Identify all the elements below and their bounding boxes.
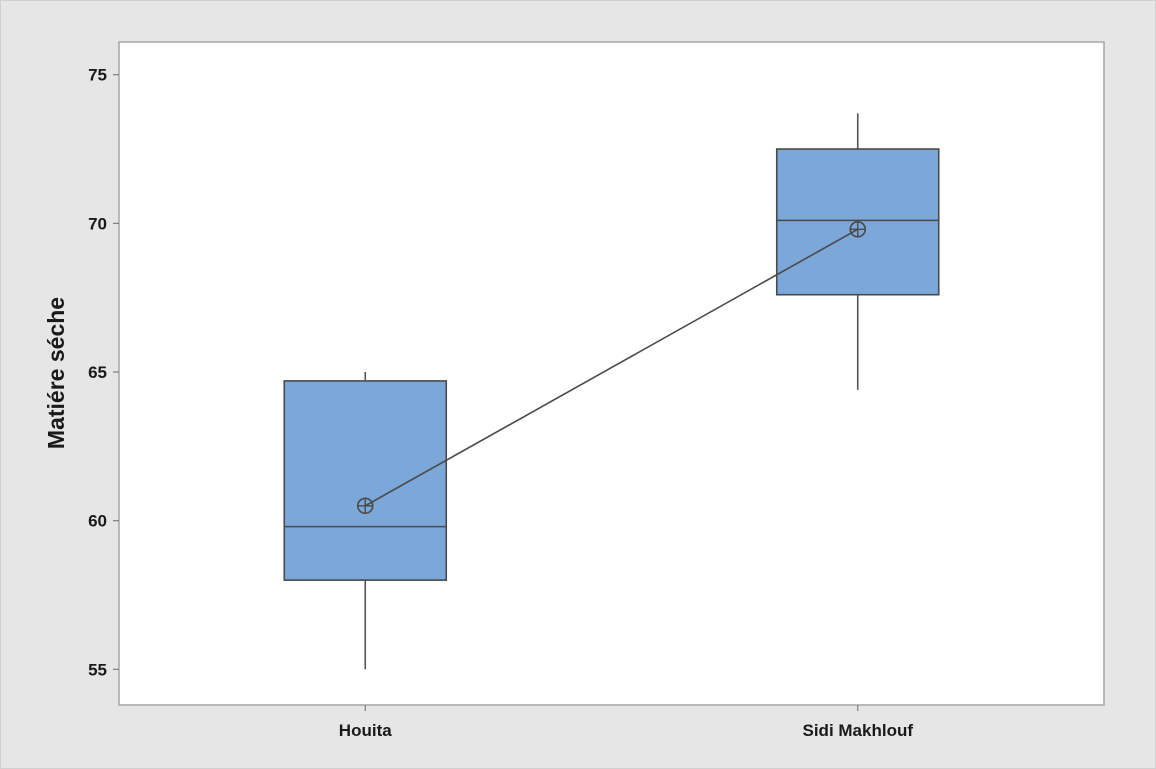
x-axis: Houita Sidi Makhlouf	[339, 705, 914, 740]
y-tick-label: 65	[88, 363, 107, 382]
y-tick-label: 55	[88, 660, 107, 679]
y-tick-label: 75	[88, 66, 107, 85]
plot-area	[118, 41, 1105, 706]
x-tick-label: Houita	[339, 721, 392, 740]
mean-connect-line	[364, 228, 859, 507]
mean-connect-line-group	[356, 221, 867, 515]
y-tick-label: 60	[88, 512, 107, 531]
y-axis-title: Matiére séche	[43, 297, 69, 449]
x-tick-label: Sidi Makhlouf	[803, 721, 914, 740]
mean-symbol	[849, 221, 867, 238]
y-tick-label: 70	[88, 214, 107, 233]
box-houita	[283, 372, 448, 670]
y-axis: 55 60 65 70 75	[88, 66, 119, 679]
iqr-box	[283, 380, 448, 581]
mean-symbol	[356, 497, 374, 515]
box-series	[283, 113, 940, 670]
